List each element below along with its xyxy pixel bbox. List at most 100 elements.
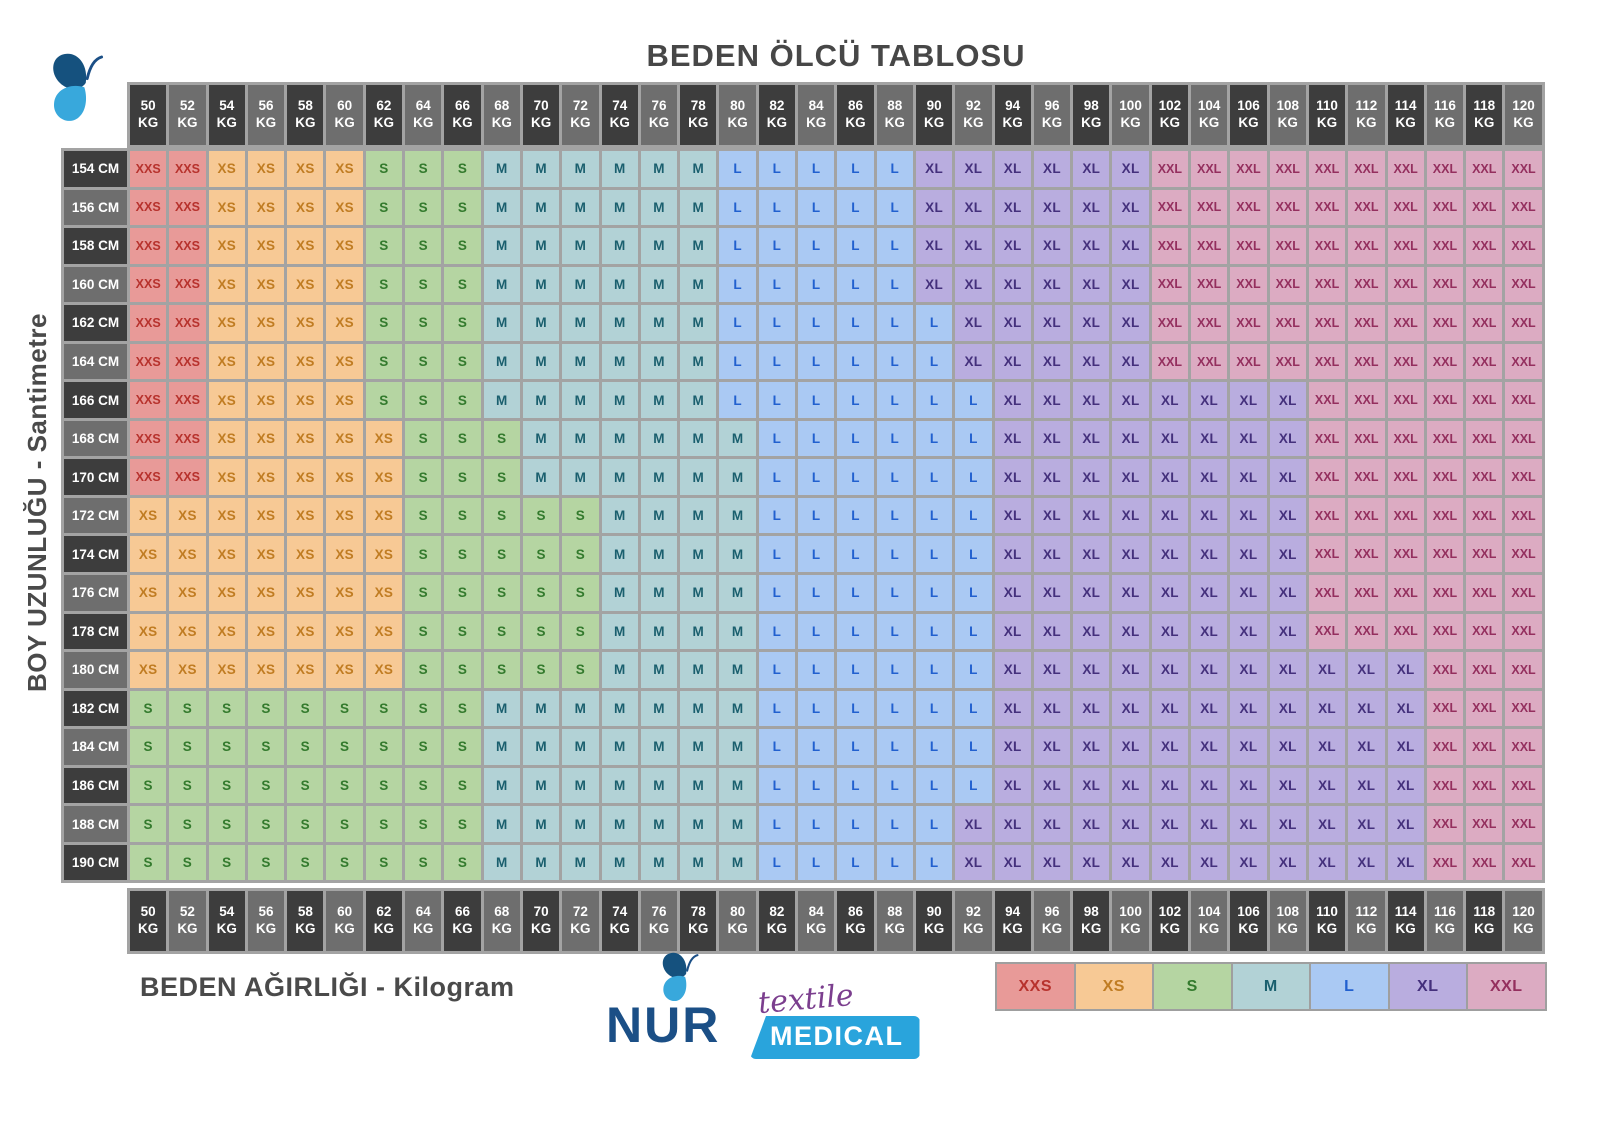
- size-cell-170cm-96kg: XL: [1033, 459, 1071, 495]
- size-cell-186cm-54kg: S: [208, 767, 245, 804]
- size-cell-168cm-92kg: L: [955, 420, 992, 457]
- size-cell-168cm-102kg: XL: [1151, 420, 1189, 457]
- size-cell-184cm-106kg: XL: [1230, 729, 1267, 765]
- size-cell-160cm-112kg: XXL: [1348, 266, 1385, 303]
- weight-header-bottom-82kg: 82 KG: [758, 891, 796, 951]
- size-cell-178cm-52kg: XS: [169, 613, 206, 650]
- size-cell-164cm-112kg: XXL: [1348, 343, 1385, 380]
- size-cell-188cm-88kg: L: [876, 806, 913, 842]
- weight-header-row-top: 50 KG 52 KG 54 KG 56 KG 58 KG 60 KG 62 KG 64 KG 66 KG 68 KG…: [127, 82, 1545, 148]
- size-cell-162cm-72kg: M: [562, 305, 599, 341]
- weight-header-top-92kg: 92 KG: [955, 85, 992, 145]
- weight-header-bottom-90kg: 90 KG: [915, 891, 953, 951]
- legend-item-xxs: XXS: [997, 964, 1074, 1009]
- size-cell-178cm-50kg: XS: [130, 613, 167, 650]
- size-cell-164cm-106kg: XXL: [1230, 343, 1267, 380]
- size-cell-168cm-94kg: XL: [994, 420, 1031, 457]
- size-cell-168cm-98kg: XL: [1073, 420, 1110, 457]
- size-cell-190cm-110kg: XL: [1308, 844, 1346, 881]
- size-cell-180cm-106kg: XL: [1230, 652, 1267, 688]
- size-cell-166cm-52kg: XXS: [169, 382, 206, 418]
- size-cell-184cm-70kg: M: [522, 729, 560, 765]
- size-cell-170cm-106kg: XL: [1230, 459, 1267, 495]
- size-cell-180cm-98kg: XL: [1073, 652, 1110, 688]
- size-cell-166cm-118kg: XXL: [1466, 382, 1503, 418]
- size-cell-176cm-70kg: S: [522, 575, 560, 611]
- size-cell-154cm-52kg: XXS: [169, 151, 206, 187]
- size-cell-166cm-108kg: XL: [1269, 382, 1306, 418]
- size-cell-168cm-78kg: M: [680, 420, 717, 457]
- size-cell-160cm-78kg: M: [680, 266, 717, 303]
- size-cell-156cm-106kg: XXL: [1230, 189, 1267, 226]
- size-cell-178cm-106kg: XL: [1230, 613, 1267, 650]
- size-cell-184cm-54kg: S: [208, 729, 245, 765]
- size-cell-164cm-90kg: L: [915, 343, 953, 380]
- size-cell-166cm-90kg: L: [915, 382, 953, 418]
- size-cell-160cm-96kg: XL: [1033, 266, 1071, 303]
- size-cell-154cm-58kg: XS: [287, 151, 324, 187]
- weight-header-bottom-62kg: 62 KG: [365, 891, 403, 951]
- size-cell-168cm-74kg: M: [601, 420, 638, 457]
- size-cell-188cm-72kg: M: [562, 806, 599, 842]
- size-cell-176cm-80kg: M: [719, 575, 756, 611]
- size-cell-168cm-118kg: XXL: [1466, 420, 1503, 457]
- size-cell-178cm-62kg: XS: [365, 613, 403, 650]
- size-cell-190cm-94kg: XL: [994, 844, 1031, 881]
- size-cell-166cm-94kg: XL: [994, 382, 1031, 418]
- weight-header-top-66kg: 66 KG: [444, 85, 481, 145]
- size-cell-164cm-102kg: XXL: [1151, 343, 1189, 380]
- size-cell-160cm-74kg: M: [601, 266, 638, 303]
- weight-header-bottom-54kg: 54 KG: [208, 891, 245, 951]
- weight-header-bottom-110kg: 110 KG: [1308, 891, 1346, 951]
- size-cell-184cm-78kg: M: [680, 729, 717, 765]
- weight-header-top-62kg: 62 KG: [365, 85, 403, 145]
- size-cell-186cm-94kg: XL: [994, 767, 1031, 804]
- size-cell-176cm-68kg: S: [483, 575, 520, 611]
- size-cell-160cm-94kg: XL: [994, 266, 1031, 303]
- size-cell-188cm-102kg: XL: [1151, 806, 1189, 842]
- size-cell-190cm-70kg: M: [522, 844, 560, 881]
- size-cell-166cm-112kg: XXL: [1348, 382, 1385, 418]
- size-cell-154cm-98kg: XL: [1073, 151, 1110, 187]
- size-cell-180cm-104kg: XL: [1191, 652, 1228, 688]
- size-cell-158cm-98kg: XL: [1073, 228, 1110, 264]
- size-cell-178cm-112kg: XXL: [1348, 613, 1385, 650]
- size-cell-156cm-112kg: XXL: [1348, 189, 1385, 226]
- size-cell-170cm-84kg: L: [798, 459, 835, 495]
- size-cell-168cm-116kg: XXL: [1426, 420, 1464, 457]
- size-cell-190cm-104kg: XL: [1191, 844, 1228, 881]
- weight-header-top-70kg: 70 KG: [522, 85, 560, 145]
- size-cell-188cm-80kg: M: [719, 806, 756, 842]
- size-cell-188cm-96kg: XL: [1033, 806, 1071, 842]
- size-cell-190cm-88kg: L: [876, 844, 913, 881]
- size-cell-158cm-76kg: M: [640, 228, 678, 264]
- size-cell-188cm-84kg: L: [798, 806, 835, 842]
- x-axis-label: BEDEN AĞIRLIĞI - Kilogram: [140, 972, 515, 1002]
- weight-header-top-84kg: 84 KG: [798, 85, 835, 145]
- size-cell-166cm-54kg: XS: [208, 382, 245, 418]
- size-cell-182cm-50kg: S: [130, 690, 167, 727]
- size-cell-178cm-92kg: L: [955, 613, 992, 650]
- size-cell-180cm-76kg: M: [640, 652, 678, 688]
- size-cell-160cm-66kg: S: [444, 266, 481, 303]
- size-cell-182cm-80kg: M: [719, 690, 756, 727]
- weight-header-top-110kg: 110 KG: [1308, 85, 1346, 145]
- size-cell-168cm-62kg: XS: [365, 420, 403, 457]
- legend-item-l: L: [1311, 964, 1388, 1009]
- size-cell-172cm-110kg: XXL: [1308, 497, 1346, 534]
- legend-item-xl: XL: [1389, 964, 1466, 1009]
- size-cell-186cm-70kg: M: [522, 767, 560, 804]
- size-cell-174cm-116kg: XXL: [1426, 536, 1464, 573]
- weight-header-top-58kg: 58 KG: [287, 85, 324, 145]
- size-cell-180cm-100kg: XL: [1112, 652, 1149, 688]
- weight-header-top-64kg: 64 KG: [405, 85, 442, 145]
- size-grid: 154 CM XXS XXS XS XS XS XS S S S M M M M M M L L L L L XL XL XL…: [61, 148, 1545, 884]
- size-cell-156cm-66kg: S: [444, 189, 481, 226]
- size-cell-156cm-70kg: M: [522, 189, 560, 226]
- size-cell-172cm-96kg: XL: [1033, 497, 1071, 534]
- size-cell-162cm-98kg: XL: [1073, 305, 1110, 341]
- size-cell-180cm-62kg: XS: [365, 652, 403, 688]
- size-cell-154cm-64kg: S: [405, 151, 442, 187]
- size-cell-162cm-74kg: M: [601, 305, 638, 341]
- weight-header-bottom-70kg: 70 KG: [522, 891, 560, 951]
